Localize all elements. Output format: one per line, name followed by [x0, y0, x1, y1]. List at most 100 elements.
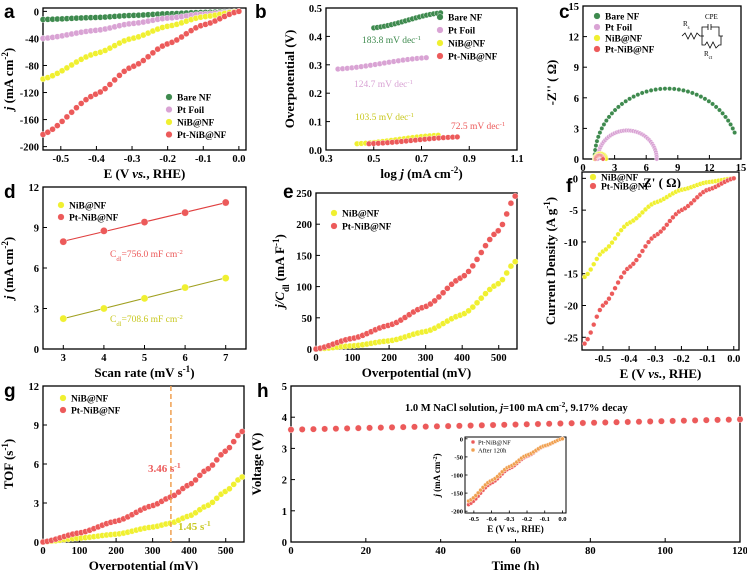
data-point [661, 225, 667, 232]
y-tick-label: 3 [574, 124, 579, 135]
data-point [230, 481, 237, 488]
inset-y-axis-label-part: (mA cm [432, 461, 442, 494]
data-point [642, 243, 649, 249]
data-point [473, 299, 481, 307]
y-tick-label: -80 [25, 61, 39, 72]
y-axis-label-part: j [1, 295, 16, 301]
data-point [612, 107, 618, 113]
y-axis-label: j (mA cm-2) [0, 48, 16, 112]
data-point [465, 307, 472, 315]
cdl-annotation-part: C [110, 315, 116, 325]
y-tick-label: 0 [573, 174, 578, 185]
inset-x-axis-label-part: E (V [487, 524, 507, 534]
legend-marker [165, 105, 173, 113]
data-point [478, 249, 485, 256]
x-axis-label-part: -2 [451, 165, 459, 175]
x-tick-label: 0 [288, 546, 293, 557]
slope-annotation: 103.5 mV dec-1 [355, 112, 414, 124]
data-point [601, 122, 607, 127]
x-tick-label: -0.3 [124, 154, 141, 165]
data-point [603, 118, 609, 124]
inset-x-tick-label: 0.0 [558, 516, 566, 523]
data-point [664, 222, 670, 228]
y-tick-label: 2 [282, 476, 287, 487]
panel-g: 0 100 200 300 400 500 0 3 6 9 12 Overpotential (mV)… [0, 381, 246, 570]
y-axis-label-part: ) [1, 439, 16, 443]
y-tick-label: -10 [564, 238, 578, 249]
data-point [181, 208, 189, 217]
x-tick-label: 4 [101, 353, 107, 364]
data-point [175, 488, 182, 496]
data-point [411, 423, 418, 431]
inset-x-axis-label: E (V vs., RHE) [487, 524, 544, 534]
inset-x-tick-label: -0.3 [504, 516, 515, 523]
x-tick-label: 15 [736, 163, 747, 174]
legend-label: Pt-NiB@NF [601, 183, 651, 193]
data-point [44, 129, 51, 136]
data-point [100, 227, 108, 235]
data-point [500, 421, 508, 429]
data-point [489, 421, 497, 429]
data-point [377, 424, 385, 432]
y-tick-label: 6 [574, 94, 579, 105]
data-point [427, 300, 434, 308]
inset-x-tick-label: -0.5 [469, 516, 480, 523]
data-point [454, 133, 461, 140]
legend-label: NiB@NF [69, 202, 107, 212]
x-axis-label: Overpotential (mV) [362, 365, 471, 380]
data-point [455, 422, 463, 430]
data-point [523, 420, 531, 428]
inset-y-axis-label-part: j [432, 494, 442, 499]
x-tick-label: 6 [644, 163, 649, 174]
legend-marker [165, 93, 173, 101]
data-point [188, 480, 195, 487]
legend-marker [436, 26, 444, 34]
inset-y-axis-label-part: -2 [432, 456, 439, 461]
data-point [106, 81, 114, 88]
data-point [702, 96, 708, 102]
data-point [714, 416, 721, 424]
data-point [444, 422, 452, 430]
circuit-label-cpe: CPE [705, 13, 718, 21]
y-tick-label: 0 [307, 345, 312, 356]
inset-y-tick-label: -50 [454, 454, 463, 461]
data-point [226, 485, 233, 493]
inset-y-axis-label-part: ) [432, 453, 442, 456]
data-point [209, 499, 216, 506]
x-axis-label-part: Scan rate (mV s [94, 365, 182, 380]
data-point [732, 130, 738, 135]
data-point [217, 451, 225, 458]
data-point [68, 61, 75, 69]
y-tick-label: 50 [302, 314, 313, 325]
data-point [725, 416, 733, 424]
y-axis-label: Overpotential (V) [282, 30, 297, 129]
plot-frame [315, 192, 518, 350]
x-axis-label-part: vs. [132, 166, 146, 181]
y-axis-label-part: ) [1, 237, 16, 241]
y-axis-label-part: j/C [272, 292, 287, 310]
inset-y-axis-label: j (mA cm-2) [432, 453, 443, 498]
x-tick-label: 300 [145, 546, 161, 557]
data-point [499, 221, 506, 228]
y-axis-label: j (mA cm-2) [0, 237, 16, 301]
data-point [557, 420, 564, 427]
legend-label: Pt-NiB@NF [448, 53, 498, 63]
y-axis-label-part: ) [272, 234, 287, 238]
y-tick-label: 0 [34, 7, 39, 18]
inset-data-point [560, 436, 565, 442]
data-point [731, 175, 737, 181]
data-point [603, 300, 609, 306]
data-point [609, 110, 615, 116]
legend-marker [593, 45, 601, 53]
tof-annotation: 3.46 s-1 [148, 461, 181, 476]
x-tick-label: -0.5 [595, 354, 612, 365]
data-point [73, 104, 80, 111]
y-axis-label: TOF (s-1) [0, 439, 16, 490]
x-tick-label: 20 [361, 546, 372, 557]
data-point [486, 236, 493, 243]
cdl-annotation-part: =708.6 mF cm [122, 315, 178, 325]
y-tick-label: -20 [564, 302, 578, 313]
y-axis-label-part: -1 [271, 238, 281, 246]
x-axis-label-part: j [398, 166, 404, 181]
